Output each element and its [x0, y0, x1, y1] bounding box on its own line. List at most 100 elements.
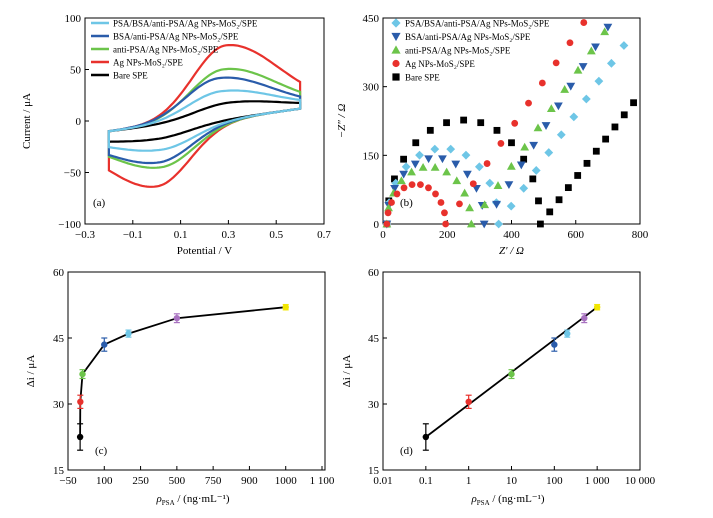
legend-label: BSA/anti-PSA/Ag NPs-MoS₂/SPE: [113, 32, 239, 42]
x-axis-label: Z′ / Ω: [499, 245, 524, 257]
x-tick-label: 900: [241, 475, 258, 487]
y-tick-label: 45: [53, 333, 65, 345]
x-tick-label: −50: [59, 475, 77, 487]
panel-label: (a): [93, 197, 106, 209]
nyquist-point-0: [569, 112, 579, 122]
nyquist-point-0: [415, 150, 424, 160]
nyquist-point-3: [425, 184, 432, 192]
x-tick-label: 0.01: [373, 475, 392, 487]
nyquist-point-4: [529, 175, 537, 183]
nyquist-point-1: [554, 102, 563, 111]
nyquist-point-4: [535, 197, 542, 205]
data-point-0: [422, 433, 430, 441]
nyquist-point-4: [620, 111, 628, 119]
x-tick-label: 750: [205, 475, 222, 487]
nyquist-point-0: [607, 58, 616, 68]
y-tick-label: 0: [374, 219, 380, 231]
x-tick-label: 100: [96, 475, 113, 487]
nyquist-point-4: [537, 220, 544, 228]
legend-label: anti-PSA/Ag NPs-MoS₂/SPE: [405, 46, 511, 56]
nyquist-point-3: [442, 220, 450, 228]
nyquist-point-1: [410, 160, 420, 169]
y-tick-label: 30: [53, 399, 65, 411]
nyquist-point-4: [546, 208, 554, 216]
nyquist-point-3: [469, 180, 477, 188]
nyquist-point-4: [508, 139, 515, 147]
x-tick-label: 800: [632, 229, 649, 241]
y-tick-label: −100: [58, 219, 81, 231]
nyquist-point-0: [619, 41, 629, 50]
x-tick-label: 600: [568, 229, 585, 241]
panel-a-cv-chart: −0.3 −0.1 0.1 0.3 0.5 0.7 −100 −50 0 50 100 Potenti…: [21, 13, 331, 257]
x-tick-label: 0.1: [419, 475, 433, 487]
nyquist-point-1: [424, 155, 433, 164]
x-tick-label: 0.5: [269, 229, 283, 241]
y-axis-label: Δi / μA: [25, 355, 37, 388]
nyquist-point-2: [533, 123, 543, 132]
nyquist-point-0: [494, 219, 504, 229]
y-tick-label: 0: [76, 116, 82, 128]
nyquist-point-3: [483, 160, 491, 167]
nyquist-point-4: [583, 159, 591, 167]
nyquist-point-1: [529, 141, 539, 150]
nyquist-point-2: [480, 200, 490, 209]
panel-c-linear-chart: −50 100 250 500 750 900 1000 1 100 15 30 45 60 ρPSA …: [25, 267, 335, 507]
x-tick-label: 10: [506, 475, 518, 487]
nyquist-point-4: [564, 184, 572, 192]
nyquist-point-2: [452, 176, 462, 185]
legend-marker: [392, 73, 400, 81]
legend-marker: [391, 18, 401, 28]
x-tick-label: 250: [132, 475, 149, 487]
nyquist-point-3: [432, 190, 439, 198]
nyquist-point-3: [552, 59, 560, 67]
nyquist-point-2: [418, 162, 428, 171]
x-tick-label: 1 100: [310, 475, 335, 487]
data-point-6: [593, 304, 601, 311]
nyquist-point-2: [520, 142, 530, 151]
legend-label: Bare SPE: [405, 73, 440, 83]
nyquist-point-2: [384, 203, 393, 212]
nyquist-point-3: [393, 190, 401, 198]
nyquist-point-4: [602, 135, 610, 143]
nyquist-point-3: [497, 140, 505, 147]
nyquist-point-2: [442, 167, 452, 176]
x-tick-label: 200: [439, 229, 456, 241]
nyquist-point-0: [581, 94, 591, 104]
nyquist-point-0: [446, 144, 456, 154]
data-point-5: [173, 315, 181, 322]
legend-label: PSA/BSA/anti-PSA/Ag NPs-MoS₂/SPE: [113, 19, 258, 29]
y-tick-label: 60: [368, 267, 380, 279]
nyquist-point-2: [465, 203, 475, 212]
data-point-6: [282, 304, 289, 311]
cv-curve-0: [107, 89, 302, 152]
nyquist-point-4: [391, 175, 398, 183]
nyquist-point-4: [426, 126, 434, 134]
nyquist-point-2: [407, 167, 416, 176]
panel-b-nyquist-chart: 0 200 400 600 800 0 150 300 450 Z′ / Ω −Z″ / Ω (b) P…: [336, 13, 649, 257]
nyquist-point-3: [456, 200, 463, 208]
nyquist-point-4: [443, 119, 450, 127]
nyquist-point-0: [461, 150, 471, 160]
nyquist-point-3: [388, 199, 395, 206]
nyquist-point-3: [525, 99, 532, 107]
nyquist-point-2: [546, 104, 556, 113]
legend-label: Bare SPE: [113, 71, 148, 81]
nyquist-point-3: [437, 199, 445, 206]
legend-label: Ag NPs-MoS₂/SPE: [113, 58, 183, 68]
nyquist-point-2: [430, 162, 440, 171]
nyquist-point-1: [390, 184, 399, 193]
nyquist-point-0: [430, 144, 440, 154]
data-point-5: [581, 315, 588, 322]
nyquist-point-4: [520, 155, 528, 163]
nyquist-point-3: [384, 209, 392, 217]
panel-d-log-chart: 0.01 0.1 1 10 100 1 000 10 000 15 30 45 60 ρPSA / (…: [341, 267, 656, 507]
nyquist-point-3: [408, 181, 416, 189]
nyquist-point-4: [611, 123, 619, 131]
nyquist-point-0: [594, 76, 604, 86]
y-tick-label: −50: [64, 168, 82, 180]
data-point-3: [551, 341, 558, 348]
nyquist-point-1: [479, 220, 489, 229]
nyquist-point-1: [492, 200, 501, 209]
nyquist-point-3: [511, 119, 519, 127]
